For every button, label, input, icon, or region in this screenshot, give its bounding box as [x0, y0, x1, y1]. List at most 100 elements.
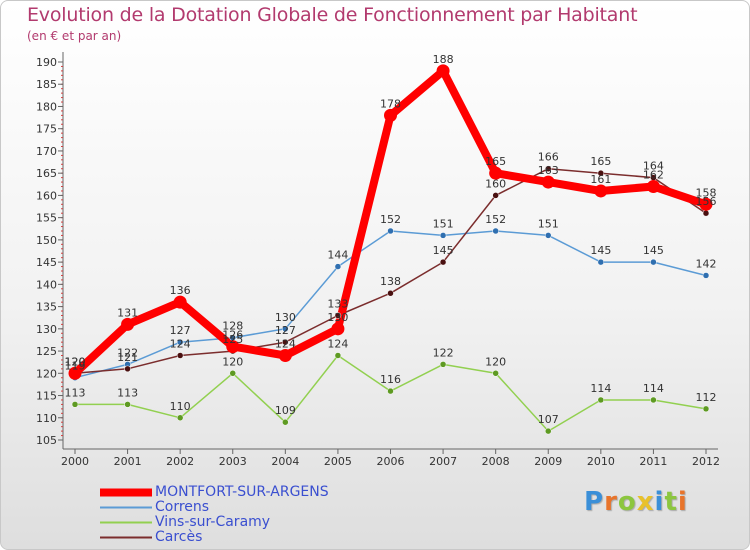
series-point-1 — [176, 338, 184, 346]
logo-letter: i — [654, 487, 665, 517]
y-tick-label: 165 — [36, 167, 57, 180]
y-tick-label: 140 — [36, 278, 57, 291]
y-tick-label: 110 — [36, 412, 57, 425]
data-label-2: 116 — [380, 373, 401, 386]
data-label-0: 131 — [117, 306, 138, 319]
series-point-0 — [489, 166, 503, 180]
y-tick-label: 170 — [36, 145, 57, 158]
legend-label-carces: Carcès — [155, 529, 203, 545]
x-tick-label: 2004 — [271, 455, 299, 468]
data-label-3: 164 — [643, 160, 664, 173]
x-tick-label: 2012 — [692, 455, 720, 468]
y-tick-label: 135 — [36, 301, 57, 314]
series-point-2 — [702, 405, 710, 413]
data-label-1: 130 — [275, 311, 296, 324]
y-tick-label: 185 — [36, 78, 57, 91]
x-tick-label: 2009 — [534, 455, 562, 468]
data-label-3: 145 — [433, 244, 454, 257]
chart-subtitle: (en € et par an) — [27, 29, 122, 43]
data-label-1: 144 — [327, 249, 348, 262]
y-tick-label: 130 — [36, 323, 57, 336]
x-tick-label: 2005 — [324, 455, 352, 468]
data-label-0: 163 — [538, 164, 559, 177]
y-tick-label: 175 — [36, 123, 57, 136]
data-label-3: 166 — [538, 151, 559, 164]
data-label-2: 120 — [485, 355, 506, 368]
series-point-2 — [650, 396, 657, 404]
data-label-3: 165 — [590, 155, 611, 168]
legend-item-carces: Carcès — [100, 530, 329, 545]
data-label-0: 158 — [696, 186, 717, 199]
series-point-1 — [387, 227, 394, 235]
y-tick-label: 160 — [36, 189, 57, 202]
logo-letter: i — [677, 487, 688, 517]
series-point-1 — [650, 258, 657, 266]
y-tick-label: 145 — [36, 256, 57, 269]
logo-letter: o — [617, 487, 637, 517]
series-point-1 — [702, 272, 710, 279]
series-point-3 — [702, 209, 710, 217]
data-label-1: 119 — [65, 360, 86, 373]
data-label-2: 109 — [275, 404, 296, 417]
data-label-1: 151 — [538, 217, 559, 230]
series-point-0 — [173, 295, 187, 309]
logo-letter: t — [664, 487, 678, 517]
series-point-0 — [68, 366, 82, 380]
data-label-3: 124 — [170, 338, 191, 351]
series-point-1 — [545, 232, 552, 239]
data-label-0: 165 — [485, 155, 506, 168]
series-point-0 — [226, 340, 240, 354]
legend-item-vins: Vins-sur-Caramy — [100, 515, 329, 530]
series-point-1 — [282, 325, 289, 333]
series-point-3 — [439, 258, 447, 266]
series-point-2 — [545, 427, 552, 435]
data-label-2: 110 — [170, 400, 191, 413]
proxiti-logo: Proxiti — [584, 487, 688, 517]
x-tick-label: 2010 — [587, 455, 615, 468]
series-point-2 — [229, 370, 236, 377]
legend-label-montfort: MONTFORT-SUR-ARGENS — [155, 484, 329, 500]
series-point-1 — [492, 227, 499, 235]
data-label-3: 133 — [327, 297, 348, 310]
series-point-2 — [124, 401, 131, 408]
series-point-3 — [176, 352, 184, 359]
data-label-1: 152 — [380, 213, 401, 226]
series-point-2 — [387, 387, 394, 395]
data-label-0: 188 — [433, 53, 454, 66]
y-tick-label: 105 — [36, 434, 57, 447]
data-label-3: 121 — [117, 351, 138, 364]
legend-label-correns: Correns — [155, 499, 210, 515]
chart-title: Evolution de la Dotation Globale de Fonc… — [27, 4, 638, 26]
tick-labels: 1051101151201251301351401451501551601651… — [36, 56, 720, 468]
data-label-1: 145 — [590, 244, 611, 257]
data-label-2: 113 — [65, 386, 86, 399]
data-label-0: 162 — [643, 169, 664, 182]
y-tick-label: 125 — [36, 345, 57, 358]
data-labels: 119 122 127 128 130 144 152 151 152 151 145 145 142 1… — [65, 53, 717, 426]
series-point-2 — [492, 370, 499, 377]
y-tick-label: 115 — [36, 390, 57, 403]
data-label-1: 127 — [170, 324, 191, 337]
legend-item-correns: Correns — [100, 500, 329, 515]
y-tick-label: 120 — [36, 367, 57, 380]
data-label-0: 178 — [380, 97, 401, 110]
series-point-3 — [387, 289, 394, 297]
series-point-3 — [334, 312, 342, 319]
axes — [58, 52, 718, 454]
series-point-0 — [699, 197, 713, 211]
logo-letter: r — [604, 487, 618, 517]
series-point-3 — [124, 365, 131, 373]
y-tick-label: 150 — [36, 234, 57, 247]
data-label-0: 126 — [222, 329, 243, 342]
data-label-1: 151 — [433, 217, 454, 230]
x-tick-label: 2011 — [639, 455, 667, 468]
series-point-2 — [439, 361, 447, 368]
legend-label-vins: Vins-sur-Caramy — [155, 514, 271, 530]
data-label-1: 142 — [696, 257, 717, 270]
data-label-1: 152 — [485, 213, 506, 226]
data-label-3: 120 — [65, 355, 86, 368]
x-tick-label: 2003 — [219, 455, 247, 468]
data-label-0: 120 — [65, 355, 86, 368]
